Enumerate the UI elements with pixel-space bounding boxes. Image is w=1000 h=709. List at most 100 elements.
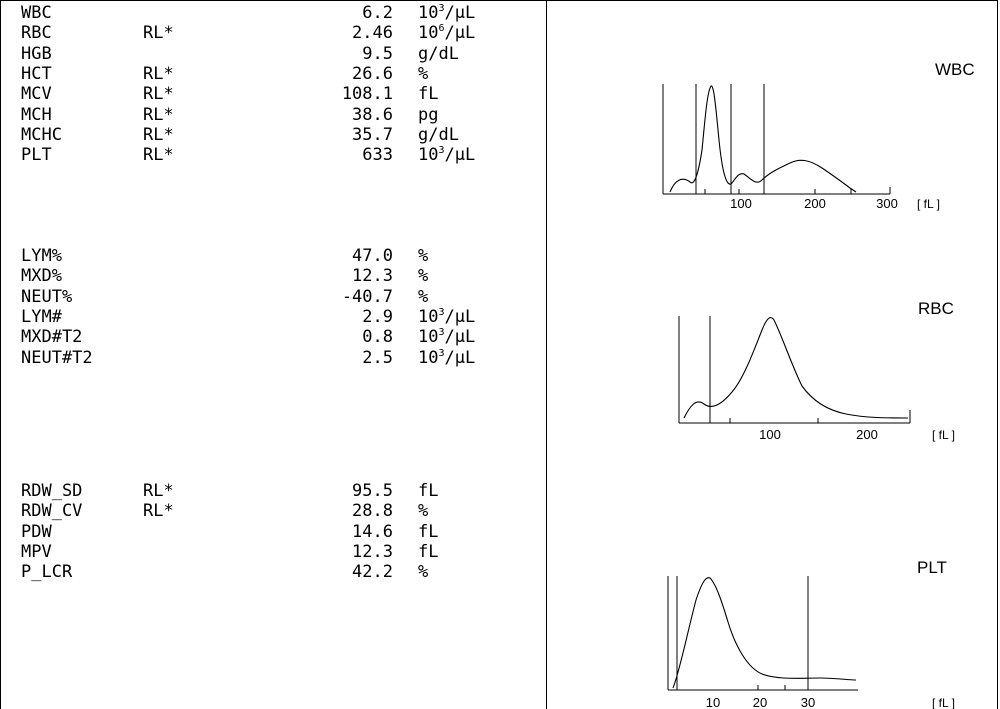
result-flag: RL* bbox=[143, 23, 174, 44]
result-unit: g/dL bbox=[418, 44, 459, 64]
result-name: RBC bbox=[21, 23, 52, 44]
unit-base: g/dL bbox=[418, 43, 459, 64]
result-row: MCV RL* 108.1 fL bbox=[21, 84, 531, 104]
result-value: 2.5 bbox=[362, 347, 393, 368]
result-name: HGB bbox=[21, 43, 52, 64]
result-row: NEUT% -40.7% bbox=[21, 287, 531, 307]
unit-exponent: 3 bbox=[438, 327, 445, 339]
result-row: PLT RL* 633 103/µL bbox=[21, 145, 531, 165]
unit-base: % bbox=[418, 501, 429, 522]
result-value: 47.0 bbox=[352, 246, 393, 266]
result-value: 2.9 bbox=[362, 306, 393, 327]
unit-base: % bbox=[418, 562, 429, 583]
unit-base: fL bbox=[418, 84, 439, 105]
unit-rest: /µL bbox=[444, 23, 476, 44]
result-value: 28.8 bbox=[352, 501, 393, 522]
result-row: P_LCR 42.2% bbox=[21, 562, 531, 582]
result-unit: % bbox=[418, 562, 428, 582]
plt-title: PLT bbox=[917, 558, 947, 577]
result-row: MCHC RL* 35.7 g/dL bbox=[21, 125, 531, 145]
result-unit: 103/µL bbox=[418, 3, 475, 23]
result-value: 108.1 bbox=[341, 84, 393, 105]
rbc-tick-100: 100 bbox=[759, 427, 781, 442]
result-flag: RL* bbox=[143, 501, 174, 522]
unit-base: 10 bbox=[418, 306, 439, 327]
result-row: HGB 9.5 g/dL bbox=[21, 44, 531, 64]
result-name: MCHC bbox=[21, 124, 62, 145]
unit-exponent: 3 bbox=[438, 347, 445, 359]
result-name: RDW_CV bbox=[21, 501, 83, 522]
result-unit: fL bbox=[418, 481, 438, 501]
result-name: RDW_SD bbox=[21, 481, 83, 501]
unit-base: % bbox=[418, 286, 429, 307]
rbc-histogram: RBC 100 200 [ fL ] bbox=[678, 299, 955, 442]
unit-base: % bbox=[418, 246, 429, 266]
unit-base: 10 bbox=[418, 327, 439, 348]
result-unit: 103/µL bbox=[418, 145, 475, 165]
result-unit: fL bbox=[418, 84, 438, 104]
unit-exponent: 3 bbox=[438, 3, 445, 14]
rbc-unit: [ fL ] bbox=[932, 428, 955, 442]
unit-base: % bbox=[418, 266, 429, 287]
result-value: 9.5 bbox=[362, 43, 393, 64]
result-name: P_LCR bbox=[21, 562, 73, 583]
unit-exponent: 3 bbox=[438, 306, 445, 318]
unit-rest: /µL bbox=[444, 3, 476, 23]
result-row: MXD% 12.3% bbox=[21, 266, 531, 286]
result-name: NEUT#T2 bbox=[21, 347, 93, 368]
wbc-unit: [ fL ] bbox=[917, 197, 940, 211]
unit-rest: /µL bbox=[444, 306, 476, 327]
unit-base: fL bbox=[418, 541, 439, 562]
result-unit: % bbox=[418, 287, 428, 307]
result-value: 2.46 bbox=[352, 23, 393, 44]
wbc-tick-200: 200 bbox=[804, 196, 826, 211]
result-unit: % bbox=[418, 501, 428, 521]
result-row: LYM# 2.9 103/µL bbox=[21, 307, 531, 327]
result-unit: 103/µL bbox=[418, 348, 475, 368]
result-flag: RL* bbox=[143, 63, 174, 84]
result-value: 42.2 bbox=[352, 562, 393, 583]
wbc-histogram: WBC 100 200 300 [ fL ] bbox=[662, 60, 975, 211]
result-row: MPV 12.3 fL bbox=[21, 542, 531, 562]
plt-tick-30: 30 bbox=[801, 695, 815, 709]
unit-base: % bbox=[418, 63, 429, 84]
plt-unit: [ fL ] bbox=[932, 696, 955, 709]
result-name: PDW bbox=[21, 521, 52, 542]
result-name: MCH bbox=[21, 104, 52, 125]
result-name: WBC bbox=[21, 3, 52, 23]
result-value: 35.7 bbox=[352, 124, 393, 145]
result-unit: % bbox=[418, 266, 428, 286]
rbc-tick-200: 200 bbox=[856, 427, 878, 442]
result-value: 12.3 bbox=[352, 541, 393, 562]
wbc-tick-100: 100 bbox=[730, 196, 752, 211]
unit-base: 10 bbox=[418, 23, 439, 44]
result-value: 95.5 bbox=[352, 481, 393, 501]
result-name: MPV bbox=[21, 541, 52, 562]
result-unit: fL bbox=[418, 542, 438, 562]
result-name: MXD% bbox=[21, 266, 62, 287]
result-flag: RL* bbox=[143, 104, 174, 125]
result-name: MXD#T2 bbox=[21, 327, 83, 348]
result-name: LYM% bbox=[21, 246, 62, 266]
result-value: 12.3 bbox=[352, 266, 393, 287]
result-name: HCT bbox=[21, 63, 52, 84]
plt-histogram: PLT 10 20 30 [ fL ] bbox=[667, 558, 955, 709]
result-unit: fL bbox=[418, 522, 438, 542]
unit-base: 10 bbox=[418, 3, 439, 23]
result-value: -40.7 bbox=[341, 286, 393, 307]
plt-tick-10: 10 bbox=[706, 695, 720, 709]
result-row: WBC 6.2 103/µL bbox=[21, 3, 531, 23]
result-unit: % bbox=[418, 64, 428, 84]
result-value: 0.8 bbox=[362, 327, 393, 348]
result-unit: 103/µL bbox=[418, 327, 475, 347]
result-name: MCV bbox=[21, 84, 52, 105]
result-row: RDW_CV RL* 28.8% bbox=[21, 501, 531, 521]
result-flag: RL* bbox=[143, 481, 174, 501]
rbc-title: RBC bbox=[918, 299, 954, 318]
result-unit: % bbox=[418, 246, 428, 266]
unit-base: fL bbox=[418, 521, 439, 542]
unit-base: 10 bbox=[418, 347, 439, 368]
result-unit: pg bbox=[418, 105, 438, 125]
result-row: NEUT#T2 2.5 103/µL bbox=[21, 348, 531, 368]
result-row: RDW_SD RL* 95.5 fL bbox=[21, 481, 531, 501]
